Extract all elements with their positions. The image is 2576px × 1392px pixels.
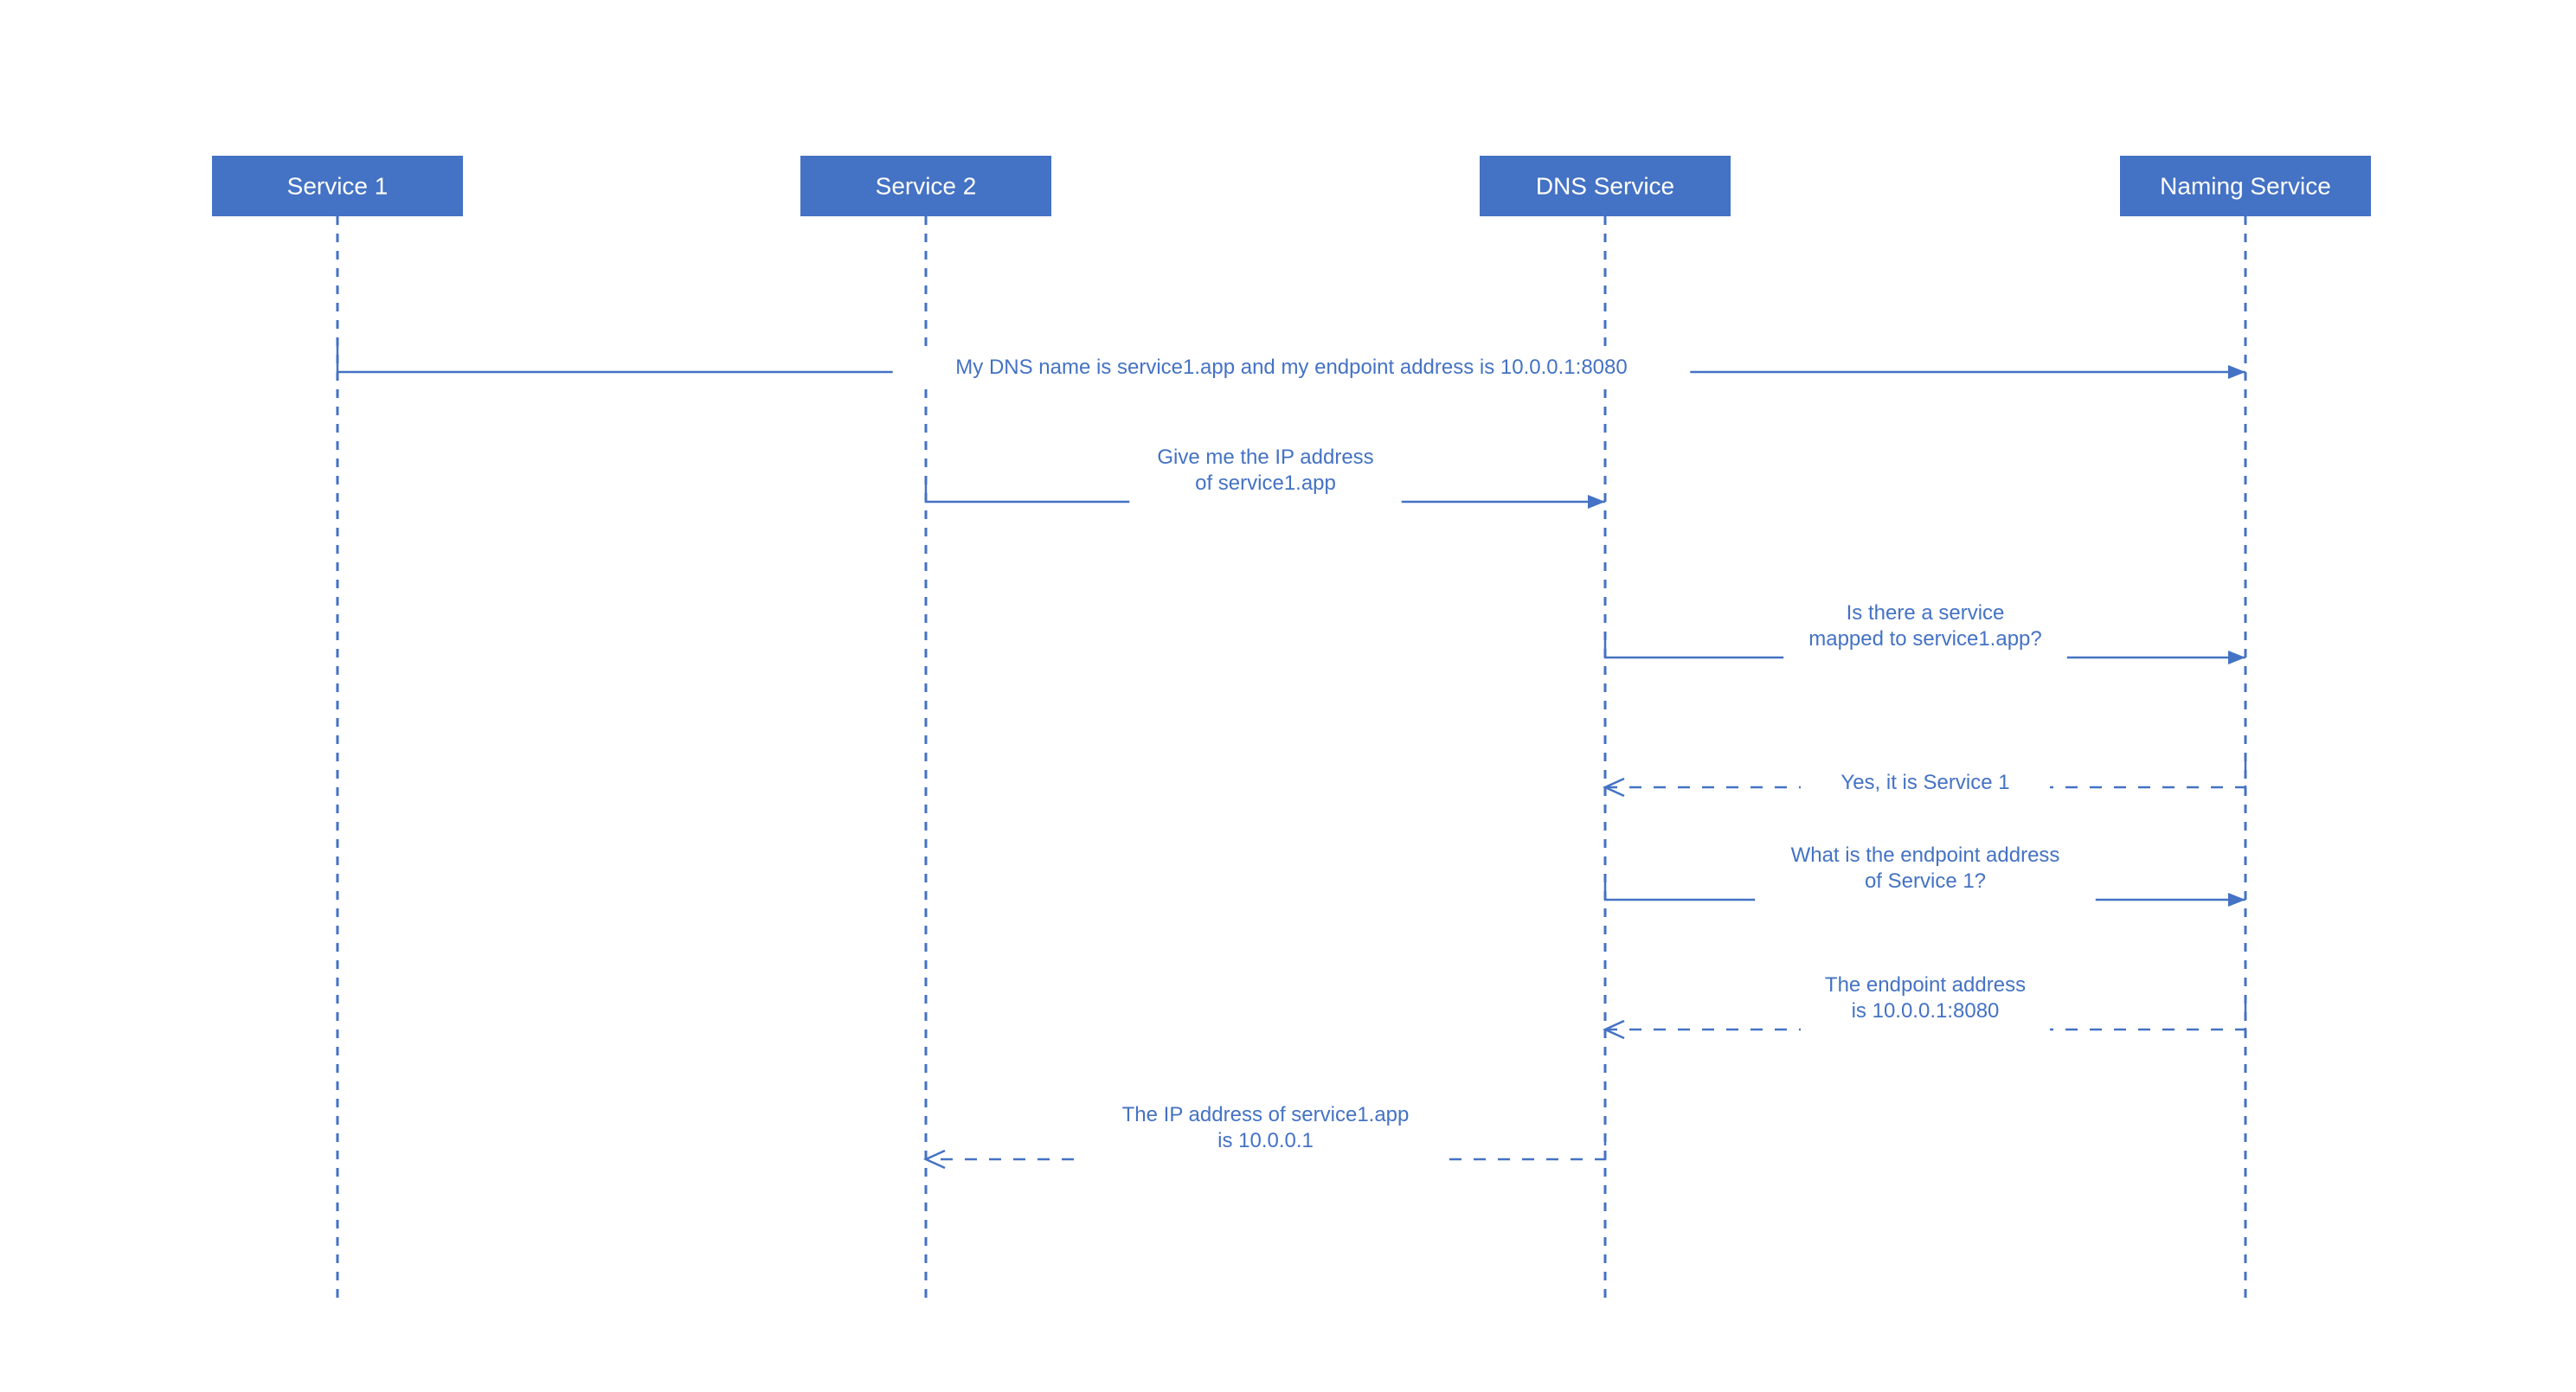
participant-dns: DNS Service <box>1480 156 1731 216</box>
participant-label: Service 2 <box>876 172 977 199</box>
participant-svc1: Service 1 <box>212 156 463 216</box>
message-1: Give me the IP addressof service1.app <box>926 446 1605 514</box>
message-3: Yes, it is Service 1 <box>1605 761 2245 800</box>
message-4: What is the endpoint addressof Service 1… <box>1605 844 2245 912</box>
participant-naming: Naming Service <box>2120 156 2371 216</box>
message-2: Is there a servicemapped to service1.app… <box>1605 601 2245 670</box>
message-label: My DNS name is service1.app and my endpo… <box>955 356 1627 379</box>
message-0: My DNS name is service1.app and my endpo… <box>337 346 2245 385</box>
participant-label: Service 1 <box>287 172 389 199</box>
participant-label: DNS Service <box>1536 172 1674 199</box>
participant-svc2: Service 2 <box>800 156 1051 216</box>
message-6: The IP address of service1.appis 10.0.0.… <box>926 1103 1605 1171</box>
participant-label: Naming Service <box>2160 172 2331 199</box>
sequence-diagram: Service 1 Service 2 DNS Service Naming Serv… <box>0 0 2576 1392</box>
message-5: The endpoint addressis 10.0.0.1:8080 <box>1605 973 2245 1042</box>
message-label: Yes, it is Service 1 <box>1840 771 2009 794</box>
